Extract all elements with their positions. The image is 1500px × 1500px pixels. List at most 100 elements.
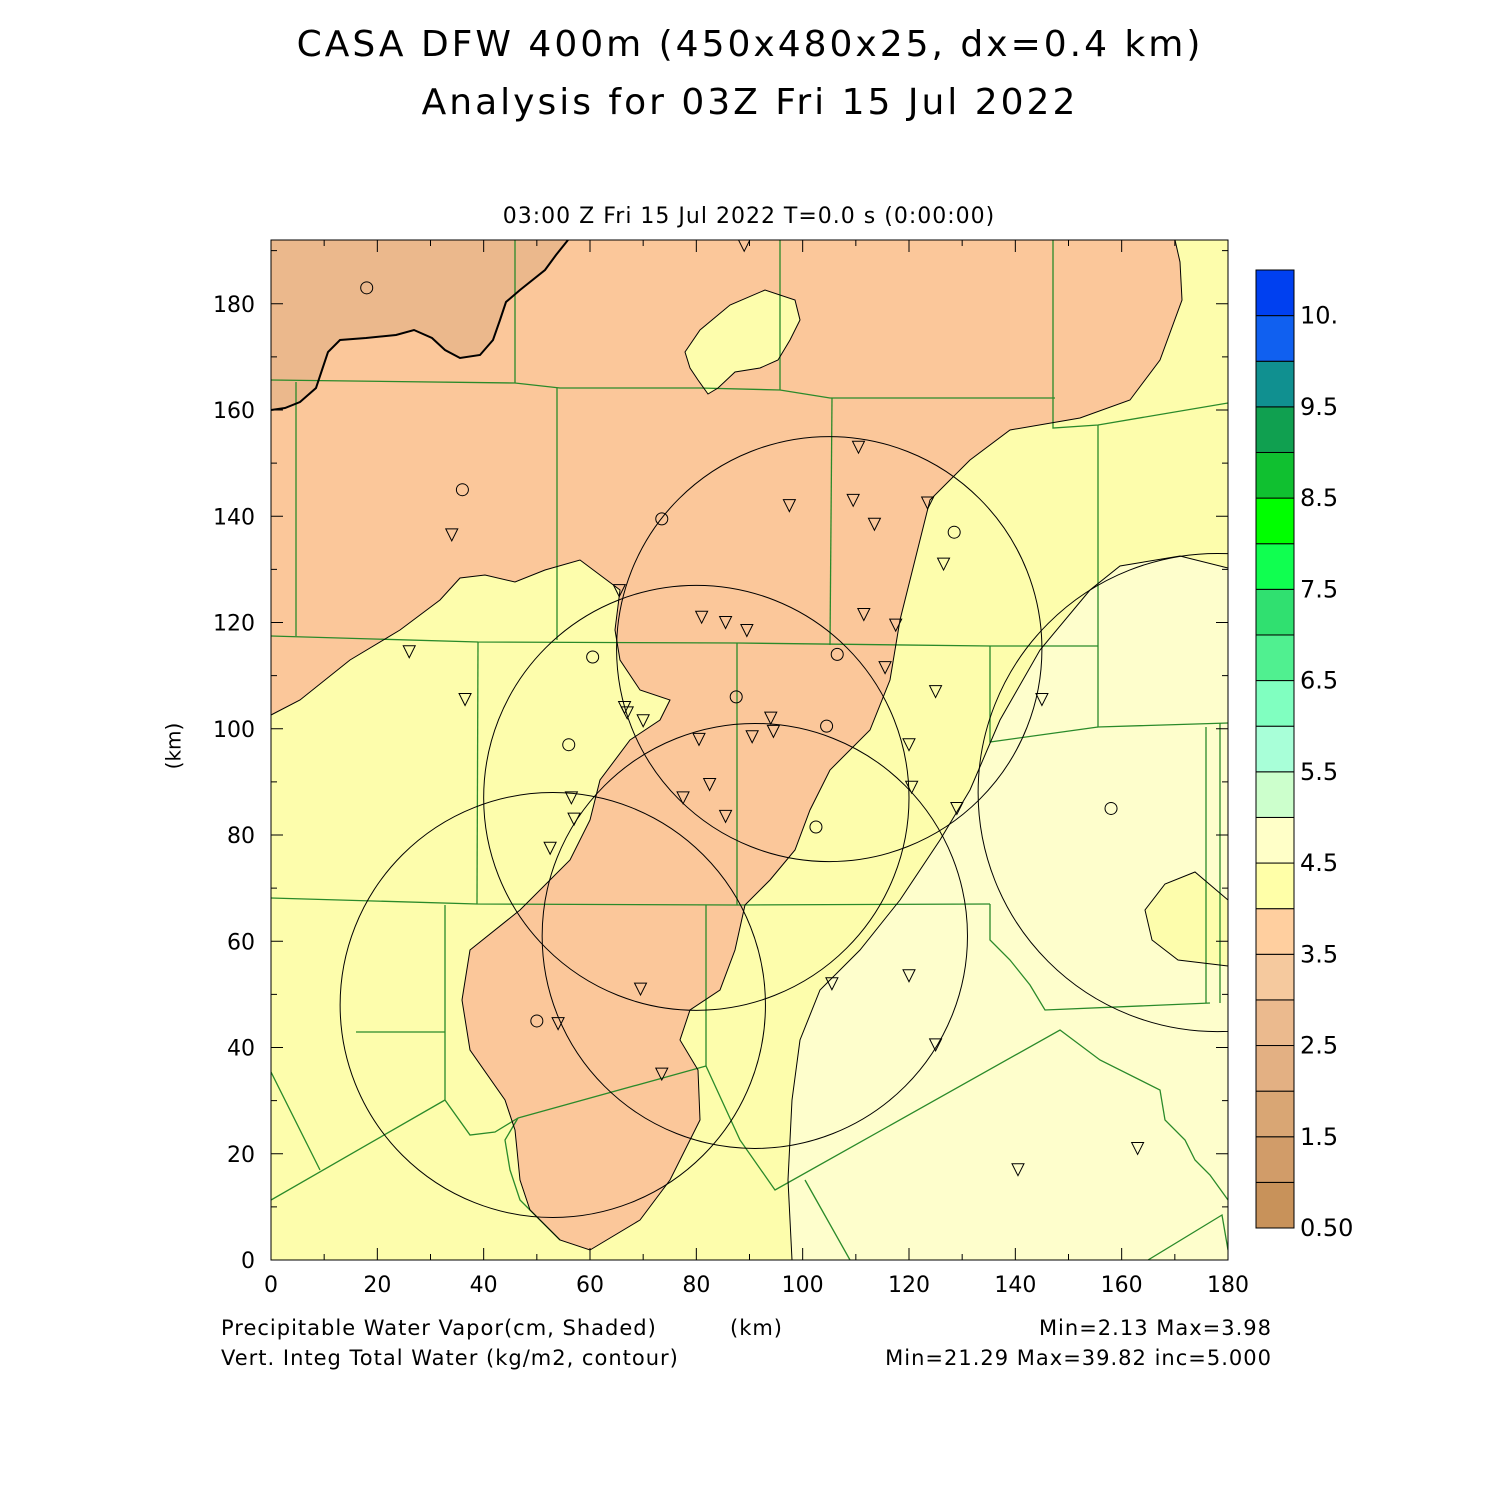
y-tick-label: 180 [213,293,255,318]
pwv-shade-yellow-bump [1145,872,1228,966]
x-tick-label: 180 [1207,1273,1249,1298]
y-tick-label: 140 [213,505,255,530]
station-circle-marker [830,647,844,661]
radar-range-ring [616,436,1043,863]
x-tick-label: 100 [782,1273,824,1298]
station-circle-marker [729,690,743,704]
radar-range-ring [977,553,1228,1032]
colorbar-segment [1255,497,1295,545]
colorbar-segment [1255,634,1295,682]
station-triangle-marker [564,791,579,805]
station-triangle-marker [654,1067,669,1082]
colorbar-segment [1255,588,1295,636]
station-triangle-marker [936,557,951,572]
pwv-shade-dark [271,240,568,410]
colorbar-label: 4.5 [1300,849,1338,877]
colorbar-segment [1255,1136,1295,1183]
contour-line [1144,871,1228,967]
station-triangle-marker [740,623,754,638]
y-tick-label: 40 [227,1037,255,1062]
colorbar-label: 2.5 [1300,1032,1338,1060]
station-triangle-marker [950,801,964,816]
timestamp-label: 03:00 Z Fri 15 Jul 2022 T=0.0 s (0:00:00… [502,204,996,229]
station-triangle-marker [902,969,916,983]
colorbar-segment [1255,999,1295,1047]
station-triangle-marker [737,240,751,253]
colorbar-segment [1255,269,1295,317]
observation-stations [360,240,1145,1177]
station-triangle-marker [856,608,871,622]
station-triangle-marker [846,493,860,508]
x-tick-label: 120 [888,1273,930,1298]
y-tick-label: 120 [213,612,255,637]
colorbar-segment [1255,680,1295,727]
colorbar-segment [1255,862,1295,910]
station-circle-marker [530,1014,544,1028]
radar-range-rings [339,436,1228,1218]
x-tick-label: 20 [363,1273,391,1298]
station-circle-marker [947,525,961,539]
colorbar-label: 5.5 [1300,758,1338,786]
contour-line [271,240,569,411]
title-line-2: Analysis for 03Z Fri 15 Jul 2022 [421,82,1079,123]
station-triangle-marker [636,714,650,728]
contour-line [271,240,1183,1251]
contour-field-label: Vert. Integ Total Water (kg/m2, contour) [221,1346,679,1370]
title-line-1: CASA DFW 400m (450x480x25, dx=0.4 km) [296,24,1204,65]
station-triangle-marker [904,780,919,795]
colorbar-segment [1255,315,1295,362]
y-tick-label: 80 [227,824,255,849]
colorbar-label: 0.50 [1300,1214,1353,1242]
x-axis-title: (km) [730,1316,784,1340]
shaded-field-label: Precipitable Water Vapor(cm, Shaded) [221,1316,657,1340]
plot-axes: 0 20 40 60 80 100 120 140 160 180 0 20 40 60 80 100 120 1… [213,240,1249,1298]
x-tick-label: 0 [264,1273,278,1298]
colorbar-segment [1255,816,1295,864]
colorbar-label: 7.5 [1300,575,1338,603]
station-circle-marker [1104,801,1118,815]
pwv-shade-yellow-island [685,290,800,394]
station-triangle-marker [878,661,892,675]
contour-line [684,289,801,395]
pwv-shade-orange [271,240,1182,1250]
station-triangle-marker [1011,1163,1025,1177]
station-triangle-marker [920,496,935,511]
colorbar-segment [1255,543,1295,590]
colorbar-segment [1255,360,1295,408]
station-triangle-marker [928,685,943,699]
colorbar-segment [1255,771,1295,818]
colorbar-label: 1.5 [1300,1123,1338,1151]
station-triangle-marker [402,645,417,659]
station-triangle-marker [745,730,759,744]
colorbar-label: 8.5 [1300,484,1338,512]
station-triangle-marker [620,706,635,720]
colorbar-segment [1255,406,1295,453]
station-triangle-marker [718,616,733,630]
x-tick-label: 160 [1101,1273,1143,1298]
colorbar-label: 10. [1300,302,1338,330]
station-circle-marker [562,738,576,752]
colorbar-segment [1255,451,1295,499]
y-tick-label: 0 [241,1249,255,1274]
y-tick-label: 20 [227,1143,255,1168]
y-tick-label: 60 [227,930,255,955]
colorbar-label: 9.5 [1300,393,1338,421]
station-circle-marker [809,820,823,834]
x-tick-label: 40 [470,1273,498,1298]
colorbar: 10. 9.5 8.5 7.5 6.5 5.5 4.5 3.5 2.5 1.5 0.50 [1255,269,1353,1242]
shaded-stats: Min=2.13 Max=3.98 [1038,1316,1272,1340]
station-triangle-marker [763,711,778,726]
station-triangle-marker [718,809,733,824]
county-boundaries [271,240,1228,1260]
station-triangle-marker [766,724,781,739]
contour-stats: Min=21.29 Max=39.82 inc=5.000 [885,1346,1272,1370]
station-triangle-marker [1035,693,1049,707]
station-triangle-marker [567,812,581,827]
radar-range-ring [483,584,910,1011]
radar-range-ring [541,722,968,1149]
contour-line [787,555,1228,1260]
station-triangle-marker [633,982,648,997]
station-triangle-marker [458,693,472,707]
x-tick-label: 140 [994,1273,1036,1298]
station-triangle-marker [612,584,627,598]
